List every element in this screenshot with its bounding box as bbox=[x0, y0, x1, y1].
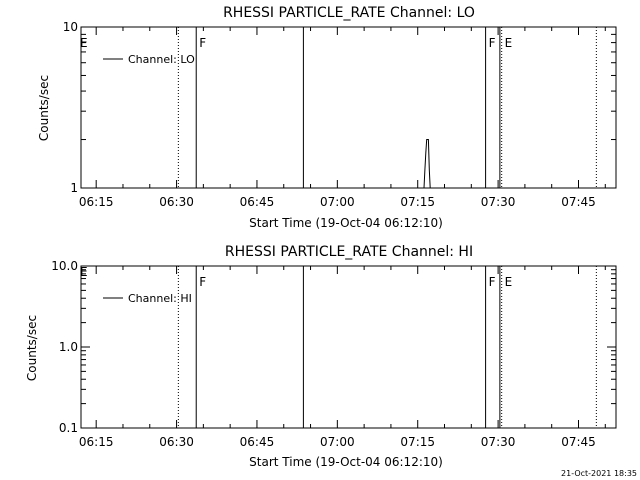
chart-hi-event-label: F bbox=[199, 275, 206, 289]
chart-hi-legend-label: Channel: HI bbox=[128, 292, 192, 305]
chart-hi-xtick-label: 06:30 bbox=[159, 435, 194, 449]
chart-lo-ylabel: Counts/sec bbox=[37, 75, 51, 141]
chart-lo-xtick-label: 07:45 bbox=[561, 195, 596, 209]
chart-hi-ytick-label: 10.0 bbox=[51, 259, 78, 273]
chart-lo-xtick-label: 07:30 bbox=[481, 195, 516, 209]
chart-lo-xtick-label: 07:15 bbox=[400, 195, 435, 209]
chart-lo-ytick-label: 1 bbox=[70, 181, 78, 195]
chart-hi-ylabel: Counts/sec bbox=[25, 315, 39, 381]
chart-lo-legend-label: Channel: LO bbox=[128, 53, 195, 66]
chart-hi-event-label: E bbox=[505, 275, 513, 289]
chart-lo-frame bbox=[80, 26, 617, 189]
chart-hi-edge-label: E bbox=[80, 265, 88, 279]
chart-lo-xtick-label: 06:45 bbox=[240, 195, 275, 209]
chart-lo-series-line bbox=[423, 139, 431, 189]
chart-hi-frame bbox=[80, 265, 617, 429]
chart-lo-event-label: F bbox=[489, 36, 496, 50]
chart-hi: RHESSI PARTICLE_RATE Channel: HI 06:15 06… bbox=[25, 244, 617, 469]
chart-lo-plot-area: 06:15 06:30 06:45 07:00 07:15 07:30 07:45 1 10 F F… bbox=[63, 20, 617, 209]
chart-hi-xlabel: Start Time (19-Oct-04 06:12:10) bbox=[249, 455, 443, 469]
chart-hi-title: RHESSI PARTICLE_RATE Channel: HI bbox=[225, 244, 473, 260]
chart-lo: RHESSI PARTICLE_RATE Channel: LO 06:15 06… bbox=[37, 5, 617, 230]
chart-lo-xtick-label: 07:00 bbox=[320, 195, 355, 209]
chart-hi-xtick-label: 06:15 bbox=[79, 435, 114, 449]
chart-hi-xtick-label: 06:45 bbox=[240, 435, 275, 449]
chart-hi-xtick-label: 07:00 bbox=[320, 435, 355, 449]
chart-lo-xtick-label: 06:30 bbox=[159, 195, 194, 209]
footer-timestamp: 21-Oct-2021 18:35 bbox=[561, 469, 637, 478]
chart-hi-ytick-label: 1.0 bbox=[59, 340, 78, 354]
chart-hi-xtick-label: 07:15 bbox=[400, 435, 435, 449]
chart-lo-edge-label: E bbox=[80, 36, 88, 50]
chart-hi-xtick-label: 07:30 bbox=[481, 435, 516, 449]
chart-hi-ytick-label: 0.1 bbox=[59, 421, 78, 435]
chart-lo-xtick-label: 06:15 bbox=[79, 195, 114, 209]
chart-hi-plot-area: 06:15 06:30 06:45 07:00 07:15 07:30 07:45 0.1 1.… bbox=[51, 259, 617, 449]
chart-lo-event-label: E bbox=[505, 36, 513, 50]
chart-hi-xtick-label: 07:45 bbox=[561, 435, 596, 449]
chart-lo-xlabel: Start Time (19-Oct-04 06:12:10) bbox=[249, 216, 443, 230]
chart-lo-title: RHESSI PARTICLE_RATE Channel: LO bbox=[223, 5, 475, 21]
chart-lo-ytick-label: 10 bbox=[63, 20, 78, 34]
chart-hi-event-label: F bbox=[489, 275, 496, 289]
chart-lo-event-label: F bbox=[199, 36, 206, 50]
